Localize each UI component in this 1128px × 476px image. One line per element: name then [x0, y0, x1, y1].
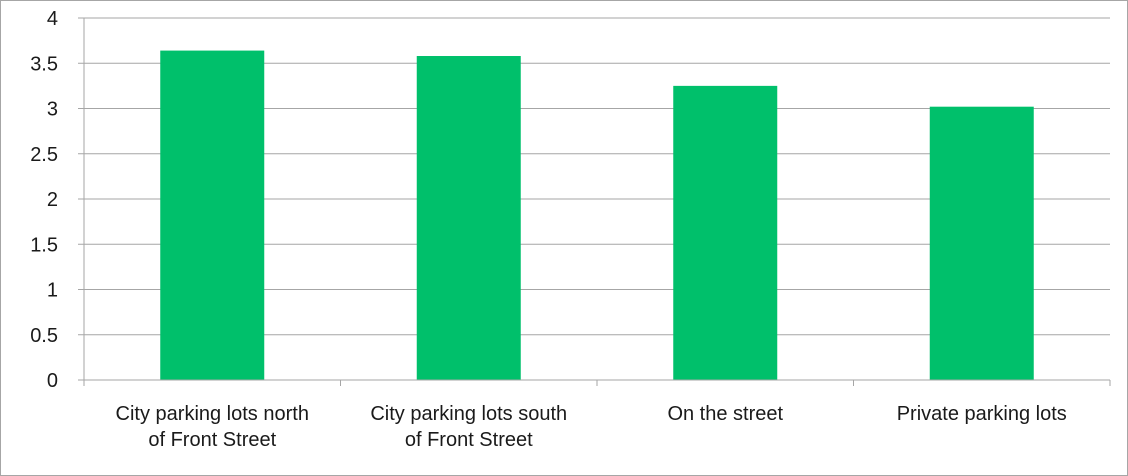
x-tick-labels: City parking lots north of Front StreetCi… — [116, 403, 1067, 451]
axes — [78, 17, 1111, 386]
bars — [160, 50, 1034, 381]
x-tick-label: City parking lots north of Front Street — [116, 403, 309, 451]
y-tick-label: 3 — [47, 99, 58, 121]
x-tick-label-line: City parking lots north — [116, 403, 309, 425]
bar — [929, 106, 1034, 380]
y-tick-label: 0.5 — [30, 325, 58, 347]
x-tick-label-line: of Front Street — [405, 429, 533, 451]
x-tick-label: City parking lots south of Front Street — [370, 403, 567, 451]
y-tick-label: 1 — [47, 280, 58, 302]
bar — [673, 85, 778, 380]
y-tick-label: 0 — [47, 370, 58, 392]
x-tick-label-line: Private parking lots — [897, 403, 1067, 425]
bar — [416, 56, 521, 380]
y-tick-label: 2.5 — [30, 144, 58, 166]
y-tick-label: 3.5 — [30, 53, 58, 75]
y-tick-label: 2 — [47, 189, 58, 211]
x-tick-label-line: City parking lots south — [370, 403, 567, 425]
y-tick-label: 4 — [47, 8, 58, 30]
y-tick-labels: 0 0.5 1 1.5 2 2.5 3 3.5 4 — [30, 8, 58, 392]
bar — [160, 50, 265, 381]
y-tick-label: 1.5 — [30, 234, 58, 256]
x-tick-label: Private parking lots — [897, 403, 1067, 425]
x-tick-label: On the street — [667, 403, 783, 425]
x-tick-label-line: of Front Street — [148, 429, 276, 451]
x-tick-label-line: On the street — [667, 403, 783, 425]
